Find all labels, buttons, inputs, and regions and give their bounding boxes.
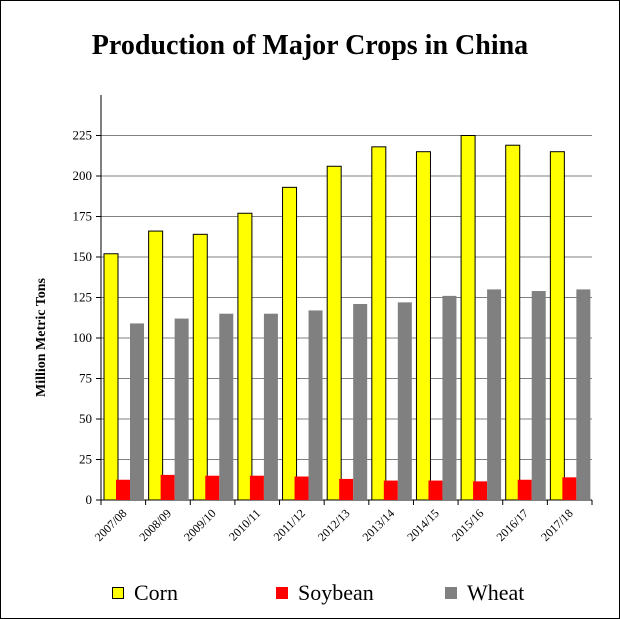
legend-label-wheat: Wheat bbox=[467, 580, 525, 605]
bar-soybean-2012-13 bbox=[339, 478, 354, 500]
x-tick-label: 2017/18 bbox=[538, 506, 576, 544]
x-tick-label: 2014/15 bbox=[404, 506, 442, 544]
legend-swatch-soybean bbox=[276, 587, 288, 599]
y-tick-label: 200 bbox=[73, 168, 93, 183]
legend-label-corn: Corn bbox=[134, 580, 178, 605]
x-tick-label: 2016/17 bbox=[493, 506, 531, 544]
legend-label-soybean: Soybean bbox=[298, 580, 374, 605]
bar-corn-2008-09 bbox=[148, 230, 164, 501]
bar-corn-2015-16 bbox=[460, 135, 476, 501]
bar-wheat-2012-13 bbox=[353, 303, 368, 500]
y-tick-label: 150 bbox=[73, 249, 93, 264]
bar-corn-2009-10 bbox=[192, 233, 208, 501]
x-tick-label: 2015/16 bbox=[449, 506, 487, 544]
y-tick-label: 225 bbox=[73, 128, 93, 143]
y-tick-label: 0 bbox=[86, 492, 93, 507]
bar-soybean-2007-08 bbox=[116, 479, 130, 500]
legend-item-wheat: Wheat bbox=[445, 580, 524, 606]
y-tick-label: 125 bbox=[73, 290, 93, 305]
bar-wheat-2010-11 bbox=[263, 313, 278, 500]
bar-soybean-2008-09 bbox=[160, 474, 175, 500]
y-tick-label: 25 bbox=[79, 452, 92, 467]
bar-corn-2011-12 bbox=[282, 186, 298, 501]
bar-soybean-2016-17 bbox=[517, 479, 532, 500]
bar-wheat-2008-09 bbox=[174, 318, 189, 500]
y-tick-label: 50 bbox=[79, 411, 92, 426]
legend-item-soybean: Soybean bbox=[276, 580, 374, 606]
bar-soybean-2013-14 bbox=[383, 480, 398, 500]
y-axis-label: Million Metric Tons bbox=[34, 277, 49, 397]
bar-corn-2012-13 bbox=[326, 165, 342, 501]
legend-swatch-corn bbox=[112, 587, 124, 599]
bar-soybean-2017-18 bbox=[562, 477, 577, 500]
legend-item-corn: Corn bbox=[112, 580, 178, 606]
bar-corn-2017-18 bbox=[549, 151, 565, 501]
x-tick-label: 2009/10 bbox=[181, 506, 219, 544]
bar-corn-2013-14 bbox=[371, 146, 387, 501]
x-tick-label: 2013/14 bbox=[360, 506, 398, 544]
bar-corn-2010-11 bbox=[237, 212, 253, 501]
bar-corn-2014-15 bbox=[415, 151, 431, 501]
x-tick-label: 2012/13 bbox=[315, 506, 353, 544]
x-tick-label: 2010/11 bbox=[226, 506, 263, 543]
bar-soybean-2015-16 bbox=[473, 481, 488, 500]
bar-wheat-2013-14 bbox=[397, 302, 412, 500]
y-tick-label: 75 bbox=[79, 371, 92, 386]
bar-wheat-2015-16 bbox=[487, 289, 502, 500]
bar-soybean-2010-11 bbox=[249, 475, 264, 500]
bar-wheat-2016-17 bbox=[531, 291, 546, 500]
legend-swatch-wheat bbox=[445, 587, 457, 599]
bar-soybean-2014-15 bbox=[428, 480, 443, 500]
y-tick-label: 175 bbox=[73, 209, 93, 224]
bar-soybean-2009-10 bbox=[205, 475, 220, 500]
bar-soybean-2011-12 bbox=[294, 476, 309, 500]
x-tick-label: 2008/09 bbox=[136, 506, 174, 544]
chart-title: Production of Major Crops in China bbox=[91, 30, 529, 61]
y-tick-label: 100 bbox=[73, 330, 93, 345]
bar-wheat-2017-18 bbox=[576, 289, 591, 500]
x-tick-label: 2007/08 bbox=[92, 506, 130, 544]
bar-corn-2016-17 bbox=[505, 144, 521, 501]
bar-wheat-2007-08 bbox=[130, 323, 144, 500]
bar-wheat-2009-10 bbox=[219, 313, 234, 500]
bar-wheat-2011-12 bbox=[308, 310, 323, 500]
x-tick-label: 2011/12 bbox=[271, 506, 308, 543]
bar-corn-2007-08 bbox=[103, 253, 119, 501]
bar-wheat-2014-15 bbox=[442, 295, 457, 500]
